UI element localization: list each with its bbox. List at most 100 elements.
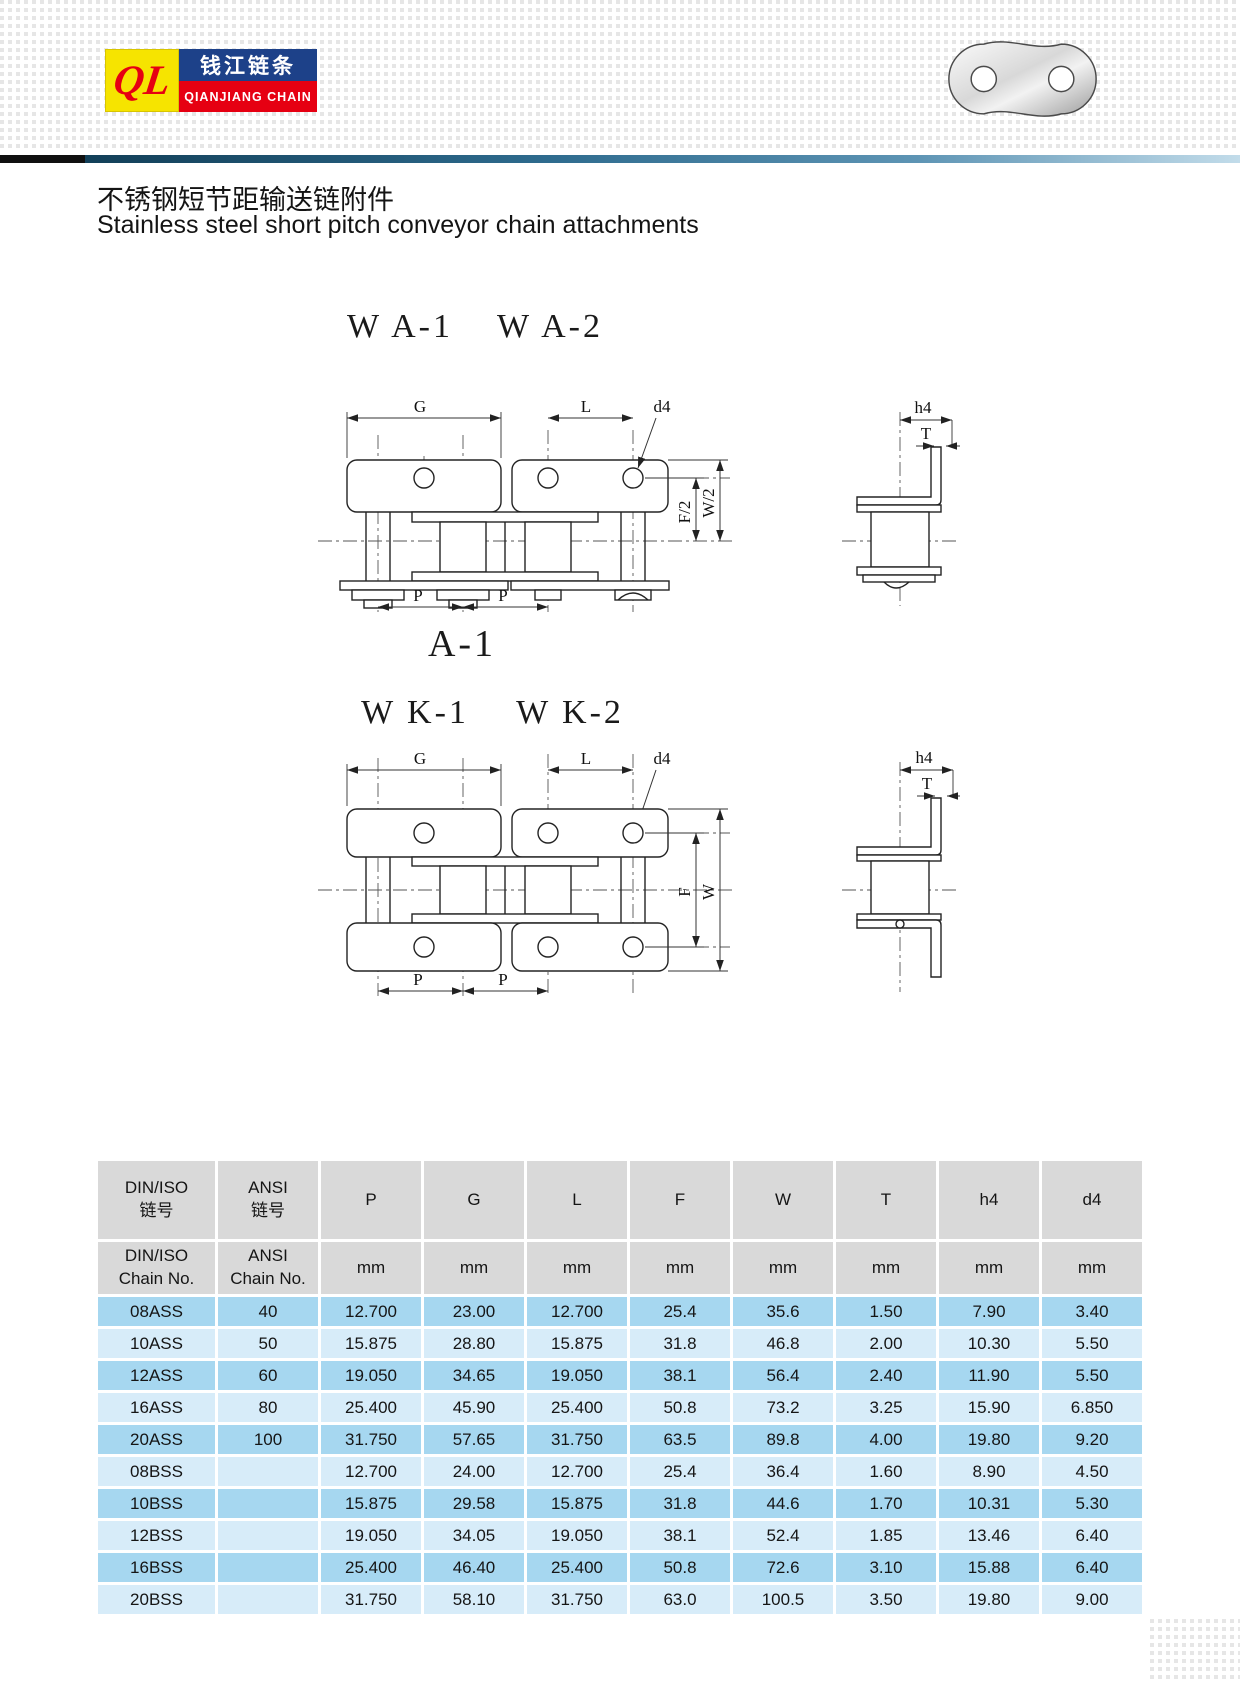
cell-t: 3.50 (836, 1585, 936, 1614)
cell-w: 52.4 (733, 1521, 833, 1550)
dim-label-l: L (581, 749, 591, 768)
cell-p: 19.050 (321, 1361, 421, 1390)
col-header-h4: h4 (939, 1161, 1039, 1239)
wk-bottom-bracket (856, 919, 942, 978)
col-header-w: W (733, 1161, 833, 1239)
cell-w: 89.8 (733, 1425, 833, 1454)
wa-roller (870, 511, 930, 568)
logo-name-cn: 钱江链条 (179, 49, 317, 81)
cell-l: 25.400 (527, 1393, 627, 1422)
wa-front-view: G L d4 F/2 W/2 P P (318, 397, 732, 612)
wa-angle-bracket (856, 446, 942, 506)
cell-l: 12.700 (527, 1457, 627, 1486)
col-header-l: L (527, 1161, 627, 1239)
cell-chain-no-ansi (218, 1457, 318, 1486)
col-subheader-text: DIN/ISO (124, 1246, 189, 1266)
col-subheader-text: Chain No. (230, 1269, 306, 1288)
col-unit-g: mm (424, 1242, 524, 1294)
wk-front-view: G L d4 (318, 749, 732, 996)
cell-chain-no-din: 08BSS (98, 1457, 215, 1486)
cell-d4: 4.50 (1042, 1457, 1142, 1486)
cell-t: 1.85 (836, 1521, 936, 1550)
cell-chain-no-ansi: 40 (218, 1297, 318, 1326)
table-row: 20BSS 31.750 58.10 31.750 63.0 100.5 3.5… (98, 1585, 1142, 1614)
wk-chain-body (365, 856, 646, 924)
cell-chain-no-din: 16BSS (98, 1553, 215, 1582)
cell-g: 34.05 (424, 1521, 524, 1550)
cell-d4: 6.40 (1042, 1553, 1142, 1582)
rule-black (0, 155, 85, 163)
cell-chain-no-din: 12ASS (98, 1361, 215, 1390)
col-unit-p: mm (321, 1242, 421, 1294)
cell-p: 31.750 (321, 1425, 421, 1454)
cell-d4: 9.00 (1042, 1585, 1142, 1614)
table-row: 10ASS 50 15.875 28.80 15.875 31.8 46.8 2… (98, 1329, 1142, 1358)
cell-w: 72.6 (733, 1553, 833, 1582)
table-row: 12BSS 19.050 34.05 19.050 38.1 52.4 1.85… (98, 1521, 1142, 1550)
col-header-text: DIN/ISO (124, 1178, 189, 1198)
cell-f: 31.8 (630, 1329, 730, 1358)
cell-f: 25.4 (630, 1297, 730, 1326)
col-header-t: T (836, 1161, 936, 1239)
cell-t: 2.40 (836, 1361, 936, 1390)
cell-chain-no-din: 16ASS (98, 1393, 215, 1422)
cell-t: 3.25 (836, 1393, 936, 1422)
wa-side-view: h4 T (842, 398, 960, 606)
cell-d4: 5.50 (1042, 1329, 1142, 1358)
logo-text-block: 钱江链条 QIANJIANG CHAIN (179, 49, 317, 112)
table-row: 10BSS 15.875 29.58 15.875 31.8 44.6 1.70… (98, 1489, 1142, 1518)
wa2-attachment-plate (511, 459, 669, 513)
cell-h4: 7.90 (939, 1297, 1039, 1326)
cell-l: 25.400 (527, 1553, 627, 1582)
cell-f: 38.1 (630, 1361, 730, 1390)
wk-roller (870, 860, 930, 915)
cell-d4: 6.40 (1042, 1521, 1142, 1550)
cell-g: 29.58 (424, 1489, 524, 1518)
cell-g: 23.00 (424, 1297, 524, 1326)
cell-h4: 13.46 (939, 1521, 1039, 1550)
cell-t: 3.10 (836, 1553, 936, 1582)
diagram-label-wk1: W K-1 (361, 694, 469, 731)
cell-g: 28.80 (424, 1329, 524, 1358)
cell-chain-no-din: 20BSS (98, 1585, 215, 1614)
cell-chain-no-ansi (218, 1585, 318, 1614)
cell-f: 63.5 (630, 1425, 730, 1454)
cell-f: 63.0 (630, 1585, 730, 1614)
corner-pattern-block (1150, 1619, 1240, 1683)
cell-w: 73.2 (733, 1393, 833, 1422)
cell-p: 15.875 (321, 1489, 421, 1518)
cell-f: 50.8 (630, 1553, 730, 1582)
plate-hole-right (1047, 65, 1075, 93)
cell-t: 1.60 (836, 1457, 936, 1486)
cell-t: 1.70 (836, 1489, 936, 1518)
rule-blue (85, 155, 1240, 163)
cell-chain-no-ansi (218, 1553, 318, 1582)
cell-d4: 5.30 (1042, 1489, 1142, 1518)
cell-w: 46.8 (733, 1329, 833, 1358)
table-row: 16BSS 25.400 46.40 25.400 50.8 72.6 3.10… (98, 1553, 1142, 1582)
cell-h4: 15.88 (939, 1553, 1039, 1582)
dim-label-p-right: P (498, 970, 507, 989)
cell-chain-no-ansi: 100 (218, 1425, 318, 1454)
cell-t: 2.00 (836, 1329, 936, 1358)
table-header-row-2: DIN/ISO Chain No. ANSI Chain No. mm mm m… (98, 1242, 1142, 1294)
col-unit-d4: mm (1042, 1242, 1142, 1294)
spec-table: DIN/ISO 链号 ANSI 链号 P G L F W T h4 d4 DIN… (95, 1158, 1145, 1617)
cell-g: 34.65 (424, 1361, 524, 1390)
cell-f: 25.4 (630, 1457, 730, 1486)
cell-p: 12.700 (321, 1297, 421, 1326)
wk-side-view: h4 T (842, 748, 960, 992)
dim-label-g: G (414, 749, 426, 768)
col-header-text: 链号 (251, 1201, 285, 1220)
wk-technical-drawing: G L d4 (318, 748, 960, 996)
table-row: 08ASS 40 12.700 23.00 12.700 25.4 35.6 1… (98, 1297, 1142, 1326)
cell-chain-no-din: 10ASS (98, 1329, 215, 1358)
cell-l: 31.750 (527, 1585, 627, 1614)
dim-label-d4: d4 (654, 397, 672, 416)
dim-label-f: F (675, 887, 694, 896)
cell-h4: 19.80 (939, 1585, 1039, 1614)
cell-p: 25.400 (321, 1553, 421, 1582)
table-row: 08BSS 12.700 24.00 12.700 25.4 36.4 1.60… (98, 1457, 1142, 1486)
dim-label-p-left: P (413, 970, 422, 989)
page-title-en: Stainless steel short pitch conveyor cha… (97, 211, 699, 239)
